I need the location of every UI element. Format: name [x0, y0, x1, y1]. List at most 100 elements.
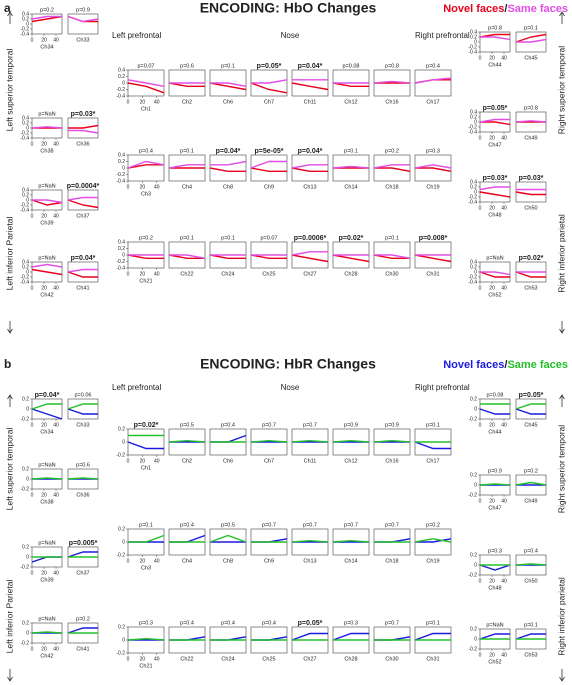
p-value: p=0.2: [524, 468, 538, 474]
trace: [127, 160, 165, 169]
y-tick-label: 0.4: [470, 259, 477, 265]
trace: [127, 254, 164, 259]
x-tick-label: 20: [489, 285, 495, 291]
y-tick-label: 0: [474, 562, 477, 568]
p-value: p=0.1: [221, 63, 235, 69]
panel-label: a: [4, 1, 11, 15]
p-value: p=NaN: [38, 462, 55, 468]
trace: [291, 251, 328, 256]
panel-title: ENCODING: HbO Changes: [200, 0, 377, 16]
p-value: p=0.2: [385, 148, 399, 154]
channel-name: Ch39: [40, 220, 53, 226]
y-tick-label: 0: [26, 476, 29, 482]
trace: [210, 82, 247, 87]
plot-frame: [515, 181, 547, 203]
channel-name: Ch19: [426, 184, 439, 190]
y-tick-label: 0.4: [118, 67, 125, 73]
trace: [31, 263, 63, 268]
y-tick-label: 0: [26, 554, 29, 560]
p-value: p=0.7: [385, 620, 399, 626]
y-tick-label: 0: [26, 406, 29, 412]
channel-name: Ch13: [303, 558, 316, 564]
channel-name: Ch33: [76, 37, 89, 43]
trace: [68, 124, 99, 129]
y-tick-label: 0: [474, 482, 477, 488]
y-tick-label: 0.2: [22, 396, 29, 402]
channel-name: Ch2: [182, 99, 192, 105]
channel-name: Ch45: [524, 422, 537, 428]
trace: [414, 77, 452, 84]
x-tick-label: 40: [53, 37, 59, 43]
side-label: Right superior temporal: [556, 425, 566, 513]
trace: [479, 118, 510, 123]
y-tick-label: 0.2: [470, 396, 477, 402]
side-label: Right superior temporal: [556, 46, 566, 134]
y-tick-label: 0.2: [118, 426, 125, 432]
y-tick-label: 0: [26, 197, 29, 203]
p-value: p=0.4: [139, 148, 153, 154]
p-value: p=0.4: [262, 620, 276, 626]
p-value: p=0.04*: [298, 63, 323, 70]
legend: Novel faces/Same faces: [443, 359, 568, 371]
p-value: p=0.1: [139, 522, 153, 528]
x-tick-label: 20: [41, 37, 47, 43]
y-tick-label: 0.2: [118, 74, 125, 80]
x-tick-label: 20: [41, 570, 47, 576]
x-tick-label: 20: [140, 656, 146, 662]
p-value: p=0.07: [261, 235, 278, 241]
y-tick-label: -0.2: [116, 650, 125, 656]
x-tick-label: 20: [41, 492, 47, 498]
trace: [479, 564, 511, 571]
p-value: p=0.6: [180, 63, 194, 69]
p-value: p=0.1: [221, 235, 235, 241]
x-tick-label: 0: [127, 271, 130, 277]
trace: [515, 481, 547, 486]
p-value: p=0.1: [344, 148, 358, 154]
channel-name: Ch3: [141, 191, 151, 197]
x-tick-label: 40: [53, 285, 59, 291]
x-tick-label: 0: [479, 498, 482, 504]
p-value: p=0.1: [385, 235, 399, 241]
p-value: p=0.4: [221, 422, 235, 428]
trace: [291, 439, 329, 443]
p-value: p=0.02*: [519, 255, 544, 262]
y-tick-label: 0.4: [118, 239, 125, 245]
side-arrow-head: [7, 328, 13, 334]
p-value: p=0.03*: [483, 175, 508, 182]
y-tick-label: 0.4: [22, 115, 29, 121]
x-tick-label: 40: [154, 458, 160, 464]
channel-name: Ch27: [303, 271, 316, 277]
p-value: p=0.05*: [298, 620, 323, 627]
p-value: p=0.8: [488, 25, 502, 31]
region-header: Right prefrontal: [415, 31, 470, 40]
channel-name: Ch14: [344, 558, 357, 564]
p-value: p=0.02*: [134, 422, 159, 429]
p-value: p=0.7: [344, 522, 358, 528]
channel-name: Ch50: [524, 205, 537, 211]
trace: [373, 164, 410, 169]
channel-name: Ch14: [344, 184, 357, 190]
plot-frame: [414, 69, 452, 97]
y-tick-label: -0.4: [468, 129, 477, 135]
trace: [515, 633, 546, 640]
channel-name: Ch3: [141, 565, 151, 571]
side-arrow-head: [559, 328, 565, 334]
channel-name: Ch38: [40, 499, 53, 505]
channel-name: Ch53: [524, 652, 537, 658]
x-tick-label: 0: [127, 558, 130, 564]
y-tick-label: -0.2: [20, 416, 29, 422]
x-tick-label: 20: [140, 558, 146, 564]
channel-name: Ch17: [426, 99, 439, 105]
trace: [479, 633, 510, 640]
channel-name: Ch37: [76, 570, 89, 576]
trace: [373, 80, 411, 84]
trace: [31, 126, 63, 129]
p-value: p=0.05*: [257, 63, 282, 70]
trace: [250, 254, 287, 259]
region-header: Nose: [281, 383, 300, 392]
plot-frame: [127, 428, 165, 456]
channel-name: Ch48: [488, 212, 501, 218]
y-tick-label: 0.2: [470, 114, 477, 120]
channel-name: Ch28: [344, 271, 357, 277]
trace: [168, 164, 205, 169]
